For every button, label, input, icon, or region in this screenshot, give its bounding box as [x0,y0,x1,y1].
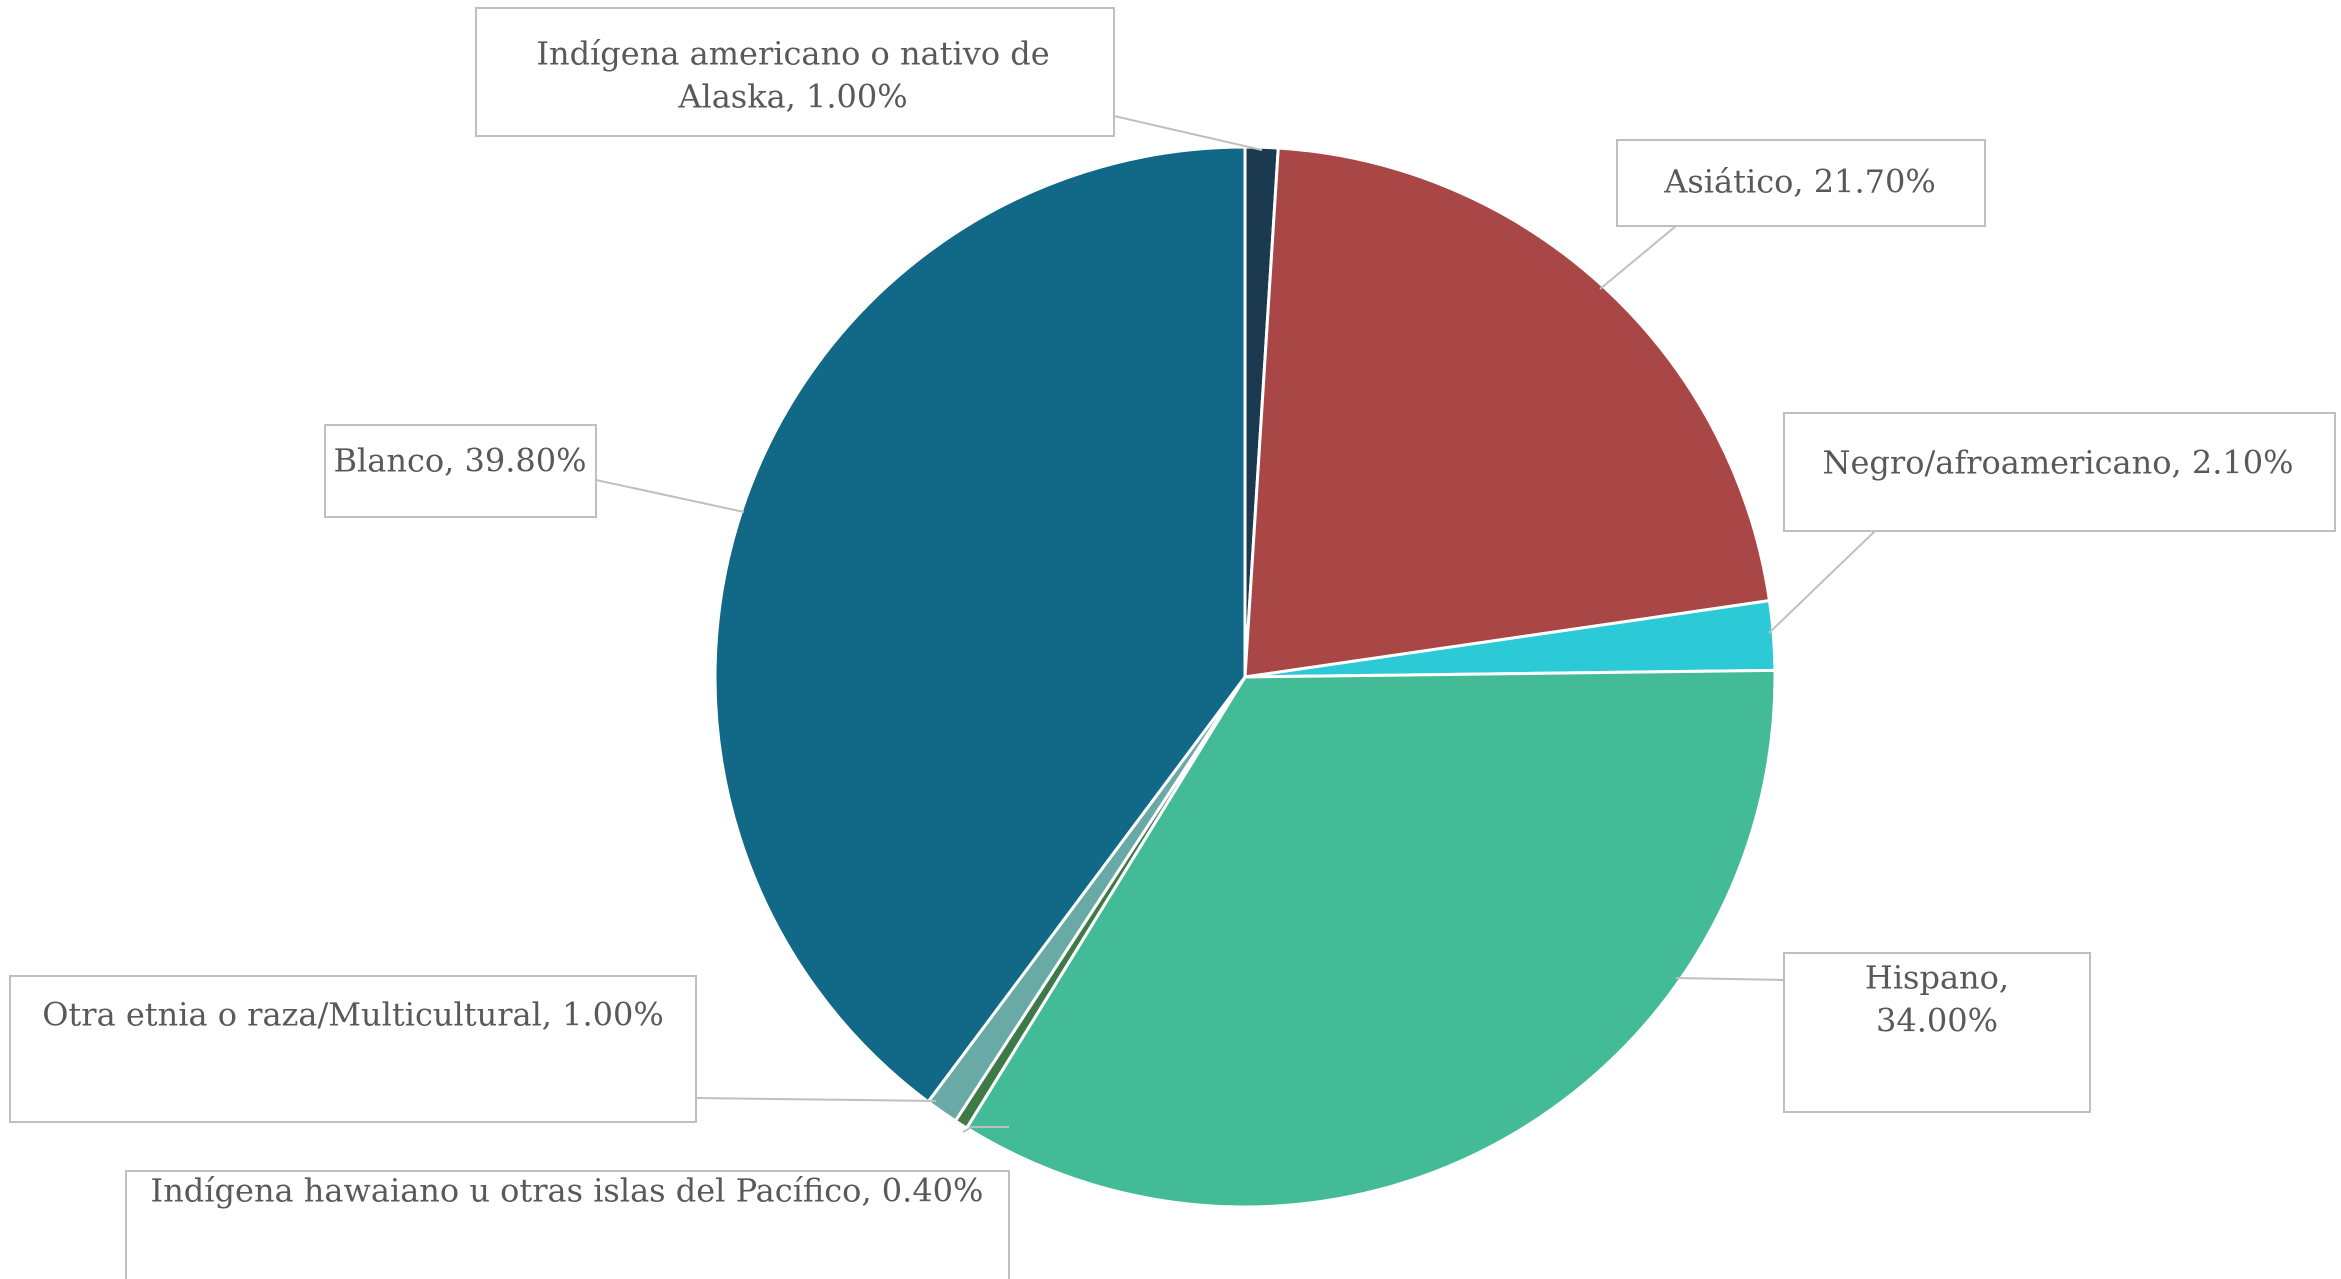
data-label-text: Negro/afroamericano, 2.10% [1822,444,2293,482]
leader-line-indigena-hawaiano-u-otras-islas-del-pacifico [962,1126,1009,1133]
leader-line-negro-afroamericano [1768,530,2007,634]
data-label-box [475,7,1115,137]
data-label-text: Otra etnia o raza/Multicultural, 1.00% [42,996,664,1034]
data-label-otra-etnia-o-raza-multicultural: Otra etnia o raza/Multicultural, 1.00% [9,975,697,1123]
leader-line-otra-etnia-o-raza-multicultural [695,1097,937,1102]
data-label-text: Indígena hawaiano u otras islas del Pací… [151,1172,984,1210]
data-label-text: Alaska, 1.00% [677,78,907,116]
data-label-box [1783,412,2336,532]
data-label-hispano: Hispano, 34.00% [1783,952,2091,1113]
data-label-box [9,975,697,1123]
data-label-text: 34.00% [1876,1002,1998,1040]
leader-line-hispano [1675,977,1785,981]
data-label-negro-afroamericano: Negro/afroamericano, 2.10% [1783,412,2336,532]
data-label-asiatico: Asiático, 21.70% [1616,139,1986,227]
pie-slices [713,145,1777,1209]
pie-slice-asiatico [1243,146,1771,679]
data-label-text: Blanco, 39.80% [334,442,587,480]
leader-line-blanco [595,479,745,513]
data-label-text: Hispano, [1865,959,2009,997]
data-label-indigena-americano-o-nativo-de-alaska: Indígena americano o nativo de Alaska, 1.… [475,7,1115,137]
slice-labels: Indígena americano o nativo de Alaska, 1.… [9,7,2336,1279]
data-label-box [324,424,597,518]
data-label-text: Asiático, 21.70% [1663,163,1935,201]
data-label-box [125,1170,1010,1279]
data-label-box [1616,139,1986,227]
pie-slice-hispano [965,668,1777,1209]
data-label-text: Indígena americano o nativo de [536,35,1049,73]
pie-slice-blanco [713,145,1247,1104]
data-label-blanco: Blanco, 39.80% [324,424,597,518]
leader-line-indigena-americano-o-nativo-de-alaska [1113,115,1263,151]
data-label-box [1783,952,2091,1113]
leader-line-asiatico [1599,225,1769,290]
data-label-indigena-hawaiano-u-otras-islas-del-pacifico: Indígena hawaiano u otras islas del Pací… [125,1170,1010,1279]
